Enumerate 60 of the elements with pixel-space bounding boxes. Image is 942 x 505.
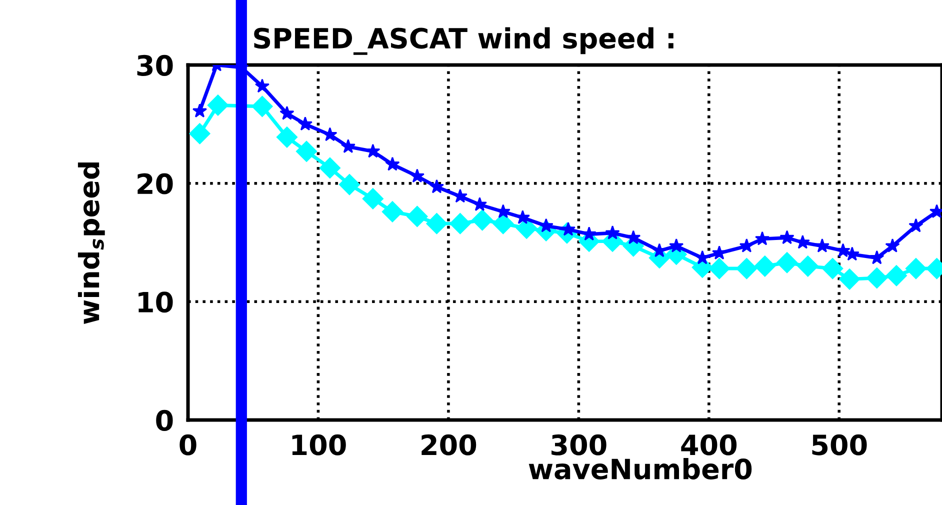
point <box>322 127 338 142</box>
y-tick-label: 0 <box>156 410 173 431</box>
point <box>385 156 400 171</box>
x-tick-label: 0 <box>180 434 196 456</box>
point <box>426 213 448 234</box>
point <box>605 225 620 240</box>
point <box>754 231 770 246</box>
point <box>780 230 794 244</box>
point <box>298 116 312 130</box>
point <box>739 238 754 252</box>
point <box>797 256 818 277</box>
y-axis-title: wind$_{s}$peed <box>78 162 105 324</box>
point <box>776 252 798 274</box>
point <box>406 206 428 227</box>
x-tick-label: 400 <box>681 434 737 456</box>
point <box>708 258 730 280</box>
point <box>905 258 926 280</box>
point <box>822 258 844 280</box>
point <box>340 139 356 153</box>
x-tick-label: 100 <box>292 434 346 456</box>
x-tick-label: 500 <box>812 434 867 456</box>
point <box>410 168 424 183</box>
point <box>886 265 907 286</box>
point <box>866 267 888 289</box>
point <box>736 258 758 280</box>
point <box>839 268 860 290</box>
point <box>582 226 596 241</box>
x-tick-label: 200 <box>422 434 476 456</box>
point <box>338 174 360 196</box>
point <box>870 250 884 264</box>
point <box>429 179 444 194</box>
point <box>362 188 384 210</box>
y-tick-label: 10 <box>138 292 173 313</box>
point <box>189 123 210 144</box>
point <box>450 213 471 234</box>
point <box>382 201 403 222</box>
point <box>280 106 294 120</box>
point <box>192 104 208 118</box>
point <box>366 144 380 158</box>
point <box>492 213 514 234</box>
chart-title: SPEED_ASCAT wind speed : <box>254 27 674 55</box>
y-tick-label: 30 <box>137 54 173 76</box>
point <box>908 218 924 232</box>
point <box>319 157 340 178</box>
point <box>669 238 684 252</box>
point <box>252 96 273 117</box>
point <box>452 188 468 203</box>
point <box>296 140 318 162</box>
x-tick-label: 300 <box>552 434 606 456</box>
x-axis-title: waveNumber0 <box>528 458 752 480</box>
point <box>207 94 228 116</box>
y-tick-label: 20 <box>138 173 173 194</box>
point <box>885 238 900 252</box>
point <box>814 238 830 252</box>
point <box>626 230 641 244</box>
point <box>472 210 493 231</box>
point <box>472 196 487 211</box>
point <box>254 78 270 93</box>
point <box>754 256 776 277</box>
point <box>276 126 298 148</box>
